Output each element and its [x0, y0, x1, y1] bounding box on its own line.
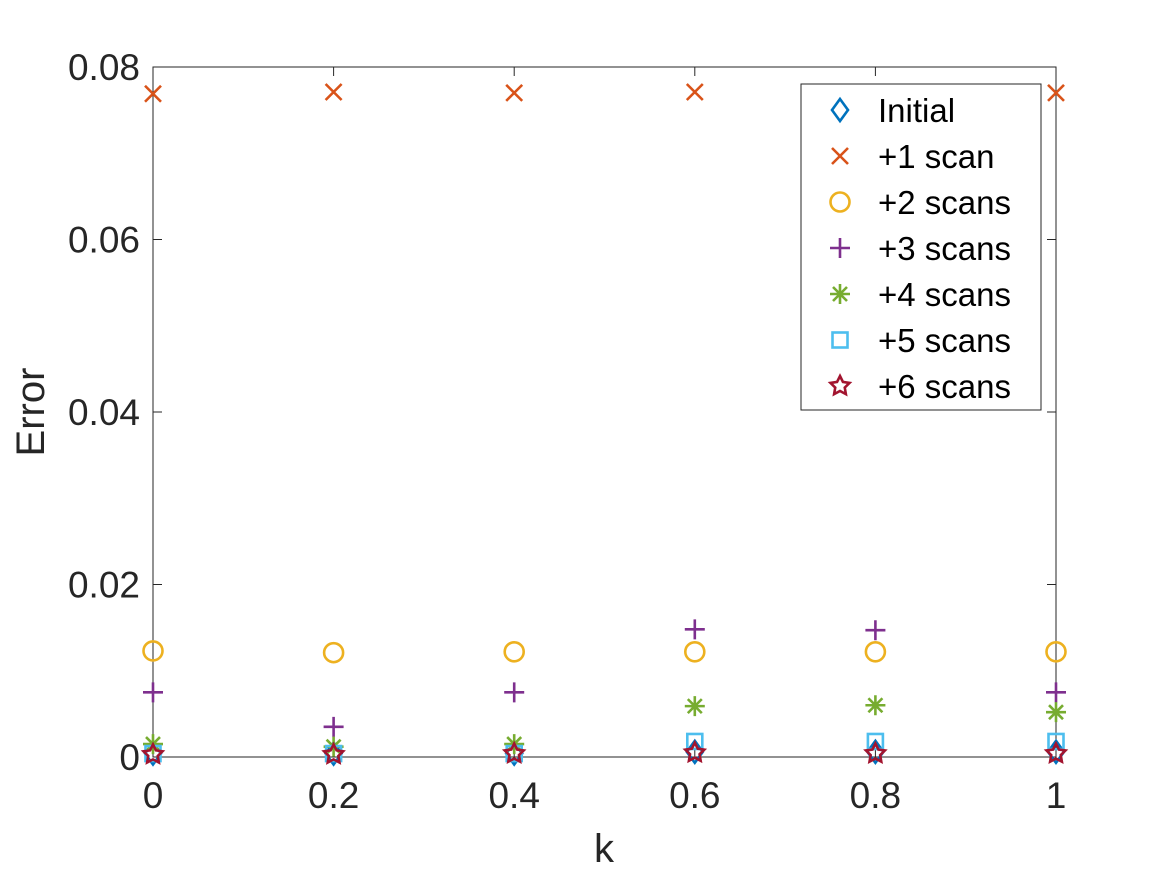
- legend-marker: [830, 238, 850, 258]
- data-point: [1047, 732, 1065, 751]
- data-point: [684, 619, 705, 640]
- y-axis-label: Error: [9, 368, 53, 457]
- legend-label: Initial: [878, 92, 955, 129]
- legend-marker: [831, 147, 849, 165]
- legend: Initial +1 scan +2 scans +3 scans +4 scans +5…: [800, 83, 1042, 411]
- data-point: [140, 741, 166, 765]
- data-point: [505, 83, 524, 102]
- data-point: [324, 83, 343, 101]
- data-point: [866, 732, 885, 751]
- legend-marker: [830, 284, 850, 304]
- legend-marker: [827, 373, 853, 397]
- legend-entry: +1 scan: [831, 138, 995, 175]
- data-point: [1046, 682, 1066, 703]
- legend-label: +1 scan: [878, 138, 995, 175]
- x-tick-label: 1: [1046, 775, 1067, 816]
- data-point: [323, 716, 344, 737]
- legend-entry: +3 scans: [830, 230, 1011, 267]
- data-point: [865, 695, 886, 716]
- x-tick-labels: 0 0.2 0.4 0.6 0.8 1: [143, 775, 1067, 816]
- data-point: [501, 740, 527, 765]
- series-2: [142, 640, 1067, 664]
- data-point: [321, 741, 346, 765]
- x-tick-label: 0.8: [850, 775, 901, 816]
- x-tick-label: 0: [143, 775, 164, 816]
- data-point: [503, 640, 526, 663]
- data-markers: [140, 83, 1069, 767]
- legend-marker: [831, 331, 849, 349]
- data-point: [504, 682, 525, 703]
- data-point: [864, 640, 887, 663]
- legend-entry: Initial: [830, 92, 955, 129]
- y-tick-label: 0.08: [68, 47, 140, 88]
- data-point: [685, 83, 704, 101]
- x-tick-label: 0.4: [488, 775, 539, 816]
- y-tick-label: 0.04: [68, 392, 140, 433]
- data-point: [144, 84, 162, 103]
- data-point: [142, 640, 164, 662]
- y-tick-labels: 0 0.02 0.04 0.06 0.08: [68, 47, 140, 778]
- legend-entry: +6 scans: [827, 368, 1011, 405]
- legend-entry: +2 scans: [829, 184, 1011, 221]
- legend-label: +3 scans: [878, 230, 1011, 267]
- series-3: [143, 619, 1066, 737]
- data-point: [1047, 83, 1065, 102]
- data-point: [684, 696, 705, 717]
- data-point: [685, 732, 704, 751]
- data-point: [1045, 640, 1067, 663]
- x-axis-label: k: [594, 827, 615, 871]
- data-point: [322, 641, 345, 664]
- data-point: [1046, 702, 1066, 723]
- y-tick-label: 0.06: [68, 220, 140, 261]
- legend-marker: [830, 96, 850, 124]
- data-point: [683, 640, 706, 663]
- legend-label: +4 scans: [878, 276, 1011, 313]
- y-tick-label: 0: [119, 737, 140, 778]
- series-6: [140, 739, 1069, 765]
- x-tick-label: 0.6: [669, 775, 720, 816]
- data-point: [863, 740, 888, 765]
- legend-label: +5 scans: [878, 322, 1011, 359]
- legend-entry: +5 scans: [831, 322, 1011, 359]
- data-point: [1043, 740, 1069, 765]
- x-tick-label: 0.2: [308, 775, 359, 816]
- data-point: [682, 739, 708, 764]
- legend-label: +6 scans: [878, 368, 1011, 405]
- data-point: [865, 620, 886, 641]
- legend-marker: [829, 191, 851, 213]
- y-tick-label: 0.02: [68, 565, 140, 606]
- data-point: [143, 682, 163, 703]
- legend-entry: +4 scans: [830, 276, 1011, 313]
- legend-label: +2 scans: [878, 184, 1011, 221]
